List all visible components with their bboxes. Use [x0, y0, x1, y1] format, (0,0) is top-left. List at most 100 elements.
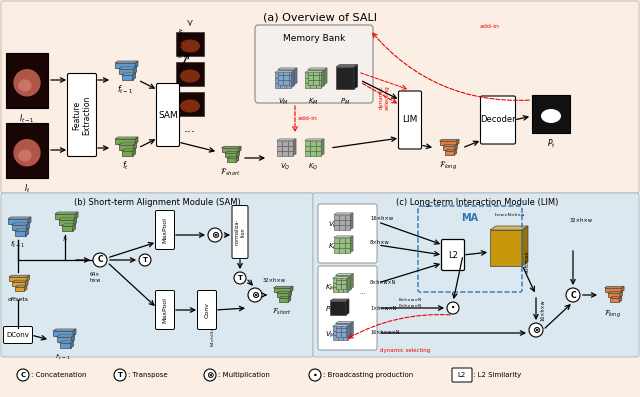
Text: : L2 Similarity: : L2 Similarity [473, 372, 521, 378]
Bar [278, 75, 284, 79]
Bar [335, 275, 340, 280]
Text: $\mathcal{F}_{short}$: $\mathcal{F}_{short}$ [220, 167, 241, 179]
Text: 64×h/4×w/4: 64×h/4×w/4 [171, 298, 175, 326]
Polygon shape [279, 296, 291, 298]
Polygon shape [354, 65, 358, 89]
Bar [345, 247, 350, 252]
Polygon shape [333, 236, 353, 237]
Text: $f_t$: $f_t$ [122, 159, 129, 172]
Text: L2: L2 [448, 251, 458, 260]
Text: time flow: time flow [179, 28, 184, 57]
Bar [305, 141, 310, 145]
Text: dynamic selecting: dynamic selecting [380, 348, 430, 353]
Polygon shape [28, 217, 31, 224]
Bar [340, 323, 346, 328]
Bar [335, 323, 340, 328]
Text: $\mathcal{F}_{short}$: $\mathcal{F}_{short}$ [272, 307, 292, 317]
Text: (c) Long-term Interaction Module (LIM): (c) Long-term Interaction Module (LIM) [396, 198, 558, 207]
Text: offsets: offsets [8, 297, 29, 302]
Text: 16×h×w: 16×h×w [370, 216, 393, 220]
Bar [319, 75, 324, 79]
Text: dynamic
selecting: dynamic selecting [379, 85, 389, 110]
Ellipse shape [18, 79, 31, 92]
Text: $K_Q$: $K_Q$ [328, 242, 338, 252]
Polygon shape [15, 229, 29, 231]
Bar [285, 77, 291, 83]
FancyBboxPatch shape [198, 291, 216, 330]
Text: ⊗: ⊗ [206, 370, 214, 380]
Bar [532, 95, 570, 133]
Text: softmax: softmax [525, 251, 529, 273]
Polygon shape [291, 71, 294, 87]
Bar [310, 150, 316, 156]
Bar [310, 77, 316, 83]
Polygon shape [26, 229, 29, 236]
Polygon shape [324, 68, 327, 85]
Bar [339, 243, 345, 247]
Bar [333, 220, 339, 224]
Bar [280, 77, 285, 83]
Bar [284, 69, 289, 75]
Polygon shape [9, 275, 29, 277]
Polygon shape [456, 139, 459, 145]
Polygon shape [132, 149, 136, 156]
Polygon shape [9, 277, 27, 281]
Polygon shape [605, 288, 621, 292]
Polygon shape [610, 296, 621, 298]
Text: : Transpose: : Transpose [128, 372, 168, 378]
Circle shape [447, 302, 459, 314]
Bar [285, 83, 291, 87]
Circle shape [234, 272, 246, 284]
Text: ⊗: ⊗ [532, 325, 540, 335]
Bar [276, 145, 282, 150]
Bar [313, 79, 319, 85]
Bar [308, 79, 313, 85]
Bar [310, 145, 316, 150]
Bar [276, 150, 282, 156]
Polygon shape [55, 214, 75, 219]
Polygon shape [351, 322, 353, 337]
FancyBboxPatch shape [481, 96, 515, 144]
Polygon shape [132, 73, 136, 80]
Polygon shape [72, 335, 74, 342]
Text: 1×h×w×N: 1×h×w×N [370, 306, 396, 310]
Polygon shape [279, 298, 288, 302]
Polygon shape [333, 213, 353, 214]
Text: normaliza-
tion: normaliza- tion [235, 219, 245, 245]
Bar [345, 214, 350, 220]
Bar [345, 237, 350, 243]
Polygon shape [239, 146, 241, 152]
Text: 8×h×w×N: 8×h×w×N [370, 281, 396, 285]
Bar [289, 69, 294, 75]
Bar [316, 150, 321, 156]
FancyBboxPatch shape [318, 204, 377, 263]
Text: $P_M$: $P_M$ [325, 305, 335, 315]
Polygon shape [15, 285, 27, 287]
Text: T: T [143, 257, 147, 263]
Text: T: T [237, 275, 243, 281]
Polygon shape [118, 69, 134, 74]
Polygon shape [8, 219, 28, 224]
Text: $I_t$: $I_t$ [24, 183, 30, 195]
Bar [333, 237, 339, 243]
Polygon shape [608, 291, 622, 293]
Polygon shape [122, 75, 132, 80]
Polygon shape [335, 274, 353, 275]
Text: ·: · [451, 303, 455, 313]
Circle shape [17, 369, 29, 381]
Polygon shape [330, 301, 346, 315]
Bar [280, 73, 285, 77]
FancyBboxPatch shape [313, 193, 639, 357]
Bar [275, 73, 280, 77]
Bar [289, 75, 294, 79]
Bar [284, 79, 289, 85]
Bar [275, 83, 280, 87]
Bar [6, 123, 48, 177]
Polygon shape [60, 343, 70, 348]
Text: MA: MA [461, 213, 479, 223]
Bar [333, 287, 337, 292]
Polygon shape [58, 220, 74, 225]
Text: add-in: add-in [480, 24, 500, 29]
Polygon shape [24, 285, 27, 291]
Bar [345, 224, 350, 229]
